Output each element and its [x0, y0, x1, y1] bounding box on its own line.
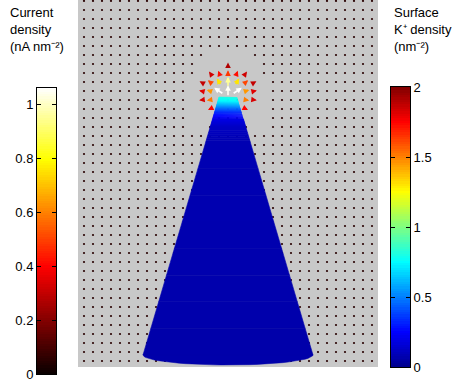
svg-text:SurfaceK⁺ density(nm⁻²): SurfaceK⁺ density(nm⁻²) [394, 5, 452, 54]
svg-text:1.5: 1.5 [414, 150, 432, 165]
svg-text:2: 2 [414, 80, 421, 95]
svg-text:0.8: 0.8 [15, 151, 33, 166]
svg-text:0.4: 0.4 [15, 259, 33, 274]
svg-text:0.2: 0.2 [15, 313, 33, 328]
svg-text:0: 0 [26, 367, 33, 382]
svg-text:1: 1 [414, 220, 421, 235]
svg-text:1: 1 [26, 97, 33, 112]
svg-text:0.6: 0.6 [15, 205, 33, 220]
svg-text:Currentdensity(nA nm⁻²): Currentdensity(nA nm⁻²) [10, 5, 64, 54]
svg-text:0: 0 [414, 360, 421, 375]
svg-text:0.5: 0.5 [414, 290, 432, 305]
